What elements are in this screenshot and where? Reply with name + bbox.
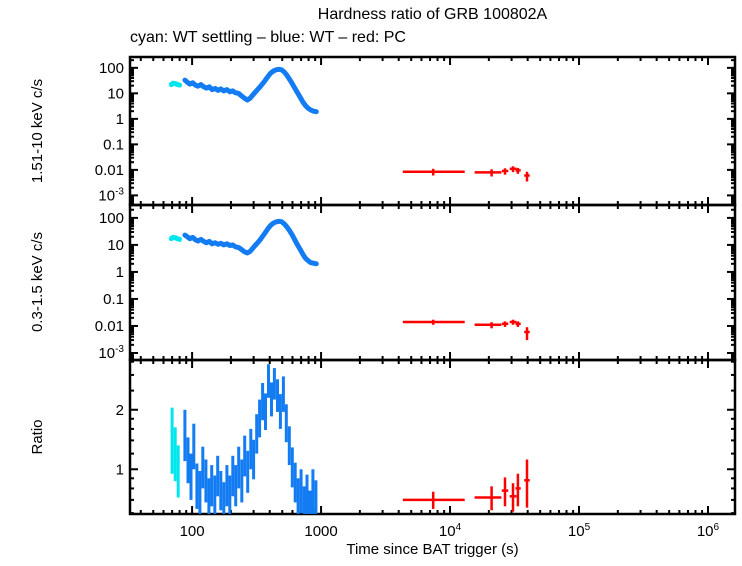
xtick-label: 106 xyxy=(697,522,720,540)
ratio-ytick-label: 2 xyxy=(116,402,124,419)
hard-band-ytick-label: 10-3 xyxy=(98,186,124,204)
soft-band-ytick-label: 0.01 xyxy=(95,318,124,335)
xtick-label: 105 xyxy=(568,522,591,540)
hard-band-ytick-label: 1 xyxy=(116,111,124,128)
figure-title: Hardness ratio of GRB 100802A xyxy=(317,6,548,23)
soft-band-frame xyxy=(128,203,737,362)
ratio-series-wt xyxy=(183,364,318,514)
ratio-ytick-label: 1 xyxy=(116,461,124,478)
xtick-label: 100 xyxy=(180,523,205,540)
hard-band-series-pc xyxy=(402,166,530,182)
soft-band-series-wt-settling xyxy=(168,234,183,242)
soft-band-ytick-label: 0.1 xyxy=(103,291,124,308)
hard-band-series-wt-settling xyxy=(168,80,183,88)
soft-band-ytick-label: 10 xyxy=(107,237,124,254)
hard-band-frame xyxy=(128,55,737,207)
ratio-series-wt-settling xyxy=(170,407,180,498)
soft-band-series-pc xyxy=(402,319,530,341)
hard-band-ytick-label: 0.1 xyxy=(103,136,124,153)
soft-band-series-wt xyxy=(182,218,319,267)
xtick-label: 1000 xyxy=(304,523,337,540)
soft-band-panel: 100 10 1 0.1 0.01 10-3 xyxy=(95,203,737,362)
xtick-label: 104 xyxy=(439,522,462,540)
soft-band-ticks xyxy=(130,205,735,360)
ratio-series-pc xyxy=(402,459,530,512)
hard-band-ytick-label: 10 xyxy=(107,85,124,102)
hard-band-ticks xyxy=(130,57,735,205)
soft-band-ytick-label: 1 xyxy=(116,264,124,281)
soft-band-ytick-label: 100 xyxy=(99,210,124,227)
hard-band-ytick-label: 0.01 xyxy=(95,162,124,179)
soft-band-ytick-label: 10-3 xyxy=(98,344,124,362)
hard-band-ytick-label: 100 xyxy=(99,60,124,77)
figure-subtitle: cyan: WT settling – blue: WT – red: PC xyxy=(130,29,406,46)
hard-band-series-wt xyxy=(182,66,319,115)
hard-band-panel: 100 10 1 0.1 0.01 10-3 xyxy=(95,55,737,207)
x-axis-label: Time since BAT trigger (s) xyxy=(346,541,519,558)
ratio-panel: 1 2 100 1000 104 105 106 xyxy=(116,358,737,540)
ratio-frame xyxy=(128,358,737,516)
